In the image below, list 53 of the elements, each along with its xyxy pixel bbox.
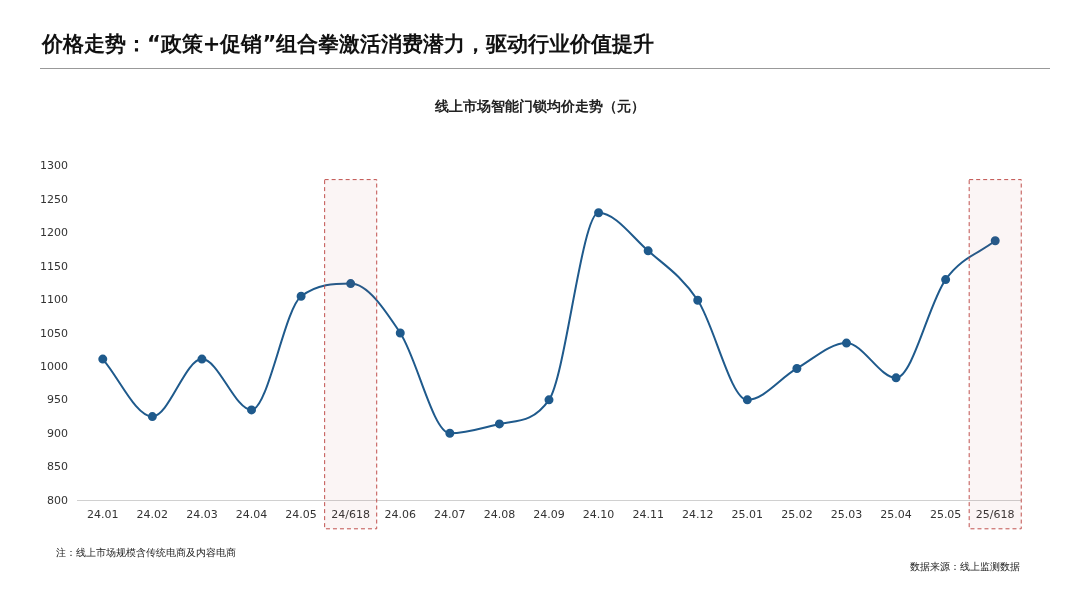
x-tick-label: 24.07 — [434, 508, 466, 522]
y-tick-label: 900 — [46, 426, 68, 440]
x-tick-label: 25.02 — [781, 508, 813, 522]
x-tick-label: 24.02 — [136, 508, 169, 522]
point — [643, 246, 653, 256]
point — [395, 328, 405, 338]
y-tick-label: 1000 — [39, 359, 68, 373]
chart-subtitle: 线上市场智能门锁均价走势（元） — [434, 98, 646, 116]
point — [346, 279, 356, 289]
y-tick-label: 1050 — [39, 326, 68, 340]
x-tick-label: 24.09 — [533, 508, 565, 522]
point — [98, 354, 108, 364]
x-tick-label: 24.03 — [186, 508, 218, 522]
y-tick-label: 1200 — [39, 226, 68, 240]
point — [147, 412, 157, 422]
y-tick-label: 1300 — [39, 159, 68, 173]
x-tick-label: 24.05 — [285, 508, 317, 522]
chart-title: 价格走势：“政策+促销”组合拳激活消费潜力，驱动行业价值提升 — [42, 31, 655, 58]
point — [445, 428, 455, 438]
x-tick-label: 25/618 — [975, 508, 1015, 522]
x-tick-label: 24.12 — [681, 508, 714, 522]
x-tick-label: 24.06 — [384, 508, 417, 522]
point — [941, 275, 951, 285]
point — [494, 419, 504, 429]
y-tick-label: 1250 — [39, 192, 68, 206]
point — [197, 354, 207, 364]
source-note: 数据来源：线上监测数据 — [910, 560, 1020, 574]
x-tick-label: 25.03 — [830, 508, 863, 522]
point — [296, 291, 306, 301]
x-tick-label: 24.10 — [582, 508, 615, 522]
y-tick-label: 800 — [46, 493, 68, 507]
x-tick-label: 25.01 — [731, 508, 764, 522]
x-tick-label: 24.11 — [632, 508, 664, 522]
x-tick-label: 24.08 — [483, 508, 516, 522]
point — [742, 395, 752, 405]
text: 注：线上市场规模含传统电商及内容电商 — [56, 546, 236, 560]
point — [792, 363, 802, 373]
point — [990, 236, 1000, 246]
y-tick-label: 1100 — [39, 293, 68, 307]
point — [247, 405, 257, 415]
y-tick-label: 1150 — [39, 259, 68, 273]
x-tick-label: 24.04 — [235, 508, 268, 522]
point — [544, 395, 554, 405]
point — [891, 373, 901, 383]
y-tick-label: 850 — [46, 460, 68, 474]
point — [693, 295, 703, 305]
point — [841, 338, 851, 348]
y-tick-label: 950 — [46, 393, 68, 407]
point — [594, 208, 604, 218]
x-tick-label: 25.05 — [929, 508, 962, 522]
x-tick-label: 25.04 — [880, 508, 912, 522]
x-tick-label: 24.01 — [87, 508, 119, 522]
x-tick-label: 24/618 — [331, 508, 371, 522]
